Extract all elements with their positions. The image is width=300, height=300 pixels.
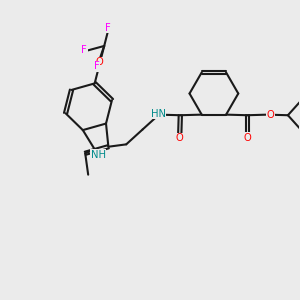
Text: O: O — [244, 133, 251, 143]
Text: O: O — [176, 134, 184, 143]
Text: HN: HN — [151, 109, 166, 119]
Text: O: O — [95, 57, 103, 67]
Text: F: F — [94, 61, 100, 71]
Text: F: F — [81, 45, 87, 56]
Text: F: F — [105, 23, 111, 33]
Text: O: O — [267, 110, 274, 120]
Text: NH: NH — [91, 150, 106, 160]
